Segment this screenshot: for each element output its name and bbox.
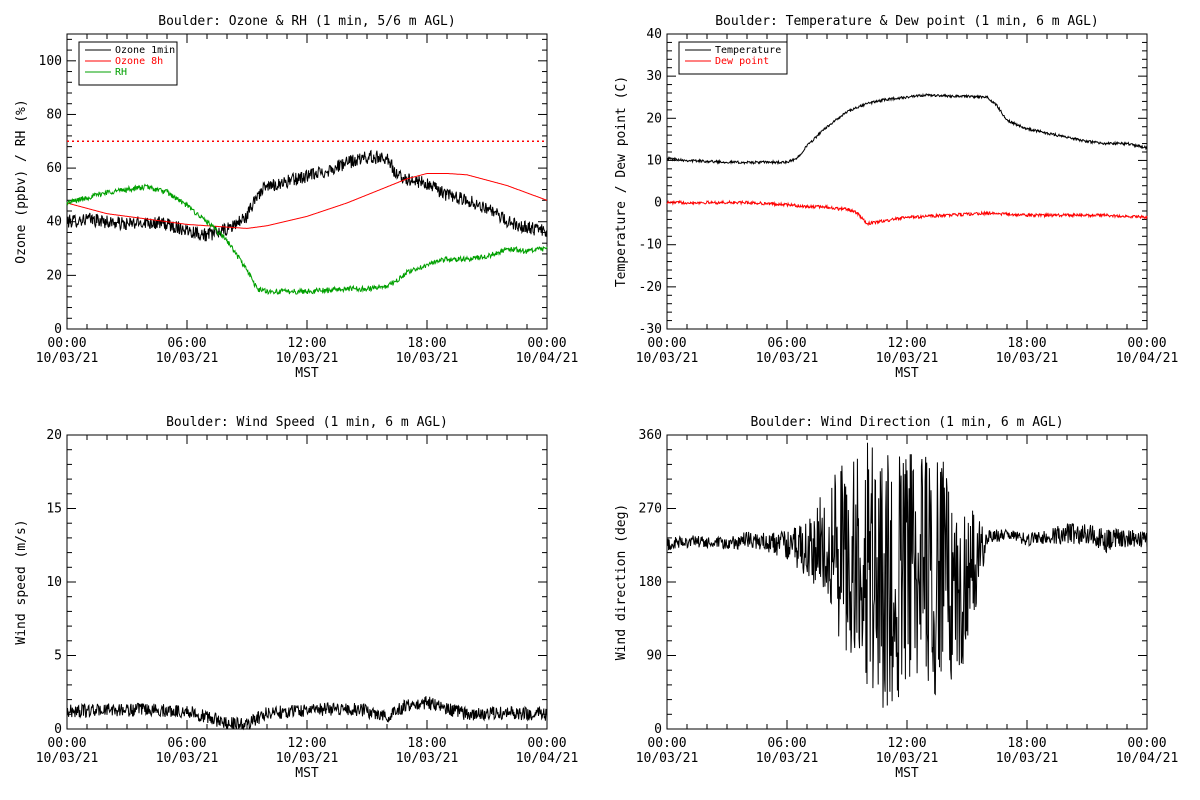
legend-entry: Ozone 8h xyxy=(115,56,163,67)
series-line-temperature xyxy=(667,92,1148,166)
x-tick-label-date: 10/04/21 xyxy=(516,751,579,766)
x-tick-label-time: 06:00 xyxy=(767,736,806,751)
y-tick-label: 80 xyxy=(46,107,62,122)
plot-frame xyxy=(66,434,548,730)
chart-title: Boulder: Temperature & Dew point (1 min,… xyxy=(715,14,1099,29)
x-tick-label-time: 12:00 xyxy=(887,736,926,751)
y-tick-label: 180 xyxy=(639,575,662,590)
y-tick-label: 20 xyxy=(646,111,662,126)
x-tick-label-time: 00:00 xyxy=(527,736,566,751)
chart-title: Boulder: Wind Direction (1 min, 6 m AGL) xyxy=(750,415,1063,430)
y-tick-label: 5 xyxy=(54,649,62,664)
series-line xyxy=(66,696,548,731)
series-line-dew-point xyxy=(666,199,1148,227)
x-tick-label-time: 00:00 xyxy=(1127,336,1166,351)
ozone-rh-chart: Boulder: Ozone & RH (1 min, 5/6 m AGL)00… xyxy=(14,14,578,381)
x-tick-label-date: 10/03/21 xyxy=(996,351,1059,366)
x-tick-label-date: 10/03/21 xyxy=(756,751,819,766)
x-tick-label-date: 10/04/21 xyxy=(1116,751,1179,766)
y-tick-label: -10 xyxy=(639,238,662,253)
y-tick-label: 100 xyxy=(39,54,62,69)
series-line-ozone-8h xyxy=(66,173,548,229)
x-tick-label-date: 10/03/21 xyxy=(876,351,939,366)
x-tick-label-time: 18:00 xyxy=(1007,736,1046,751)
y-tick-label: 90 xyxy=(646,649,662,664)
x-tick-label-time: 00:00 xyxy=(527,336,566,351)
wind-direction-chart: Boulder: Wind Direction (1 min, 6 m AGL)… xyxy=(614,415,1178,781)
x-axis-label: MST xyxy=(295,366,319,381)
x-tick-label-time: 06:00 xyxy=(167,336,206,351)
x-tick-label-time: 00:00 xyxy=(47,336,86,351)
x-axis-label: MST xyxy=(895,366,919,381)
y-tick-label: 0 xyxy=(54,322,62,337)
x-axis-label: MST xyxy=(895,766,919,781)
y-tick-label: 40 xyxy=(646,27,662,42)
x-tick-label-time: 18:00 xyxy=(1007,336,1046,351)
wind-speed-chart: Boulder: Wind Speed (1 min, 6 m AGL) 00:0… xyxy=(14,415,578,781)
y-axis-label: Temperature / Dew point (C) xyxy=(614,76,629,287)
x-tick-label-time: 00:00 xyxy=(47,736,86,751)
y-tick-label: 30 xyxy=(646,69,662,84)
x-tick-label-time: 06:00 xyxy=(767,336,806,351)
x-tick-label-date: 10/03/21 xyxy=(156,351,219,366)
y-tick-label: 20 xyxy=(46,428,62,443)
x-tick-label-date: 10/03/21 xyxy=(276,751,339,766)
x-tick-label-date: 10/03/21 xyxy=(396,751,459,766)
x-tick-label-date: 10/03/21 xyxy=(756,351,819,366)
x-tick-label-date: 10/04/21 xyxy=(516,351,579,366)
x-tick-label-time: 00:00 xyxy=(647,736,686,751)
x-tick-label-time: 12:00 xyxy=(887,336,926,351)
series-line xyxy=(666,442,1148,708)
y-tick-label: 10 xyxy=(46,575,62,590)
x-tick-label-date: 10/03/21 xyxy=(36,751,99,766)
x-tick-label-time: 06:00 xyxy=(167,736,206,751)
x-tick-label-time: 00:00 xyxy=(1127,736,1166,751)
x-tick-label-time: 12:00 xyxy=(287,736,326,751)
y-tick-label: -30 xyxy=(639,322,662,337)
y-tick-label: 10 xyxy=(646,153,662,168)
x-tick-label-date: 10/03/21 xyxy=(36,351,99,366)
y-tick-label: 40 xyxy=(46,215,62,230)
x-tick-label-time: 18:00 xyxy=(407,736,446,751)
y-axis-label: Wind direction (deg) xyxy=(614,504,629,661)
series-line-ozone-1min xyxy=(66,149,548,242)
legend-box xyxy=(678,41,788,75)
y-tick-label: 15 xyxy=(46,502,62,517)
y-tick-label: 0 xyxy=(54,722,62,737)
y-tick-label: 270 xyxy=(639,502,662,517)
plot-frame xyxy=(666,33,1148,330)
y-tick-label: 60 xyxy=(46,161,62,176)
x-tick-label-date: 10/04/21 xyxy=(1116,351,1179,366)
x-tick-label-date: 10/03/21 xyxy=(636,751,699,766)
y-axis-label: Wind speed (m/s) xyxy=(14,519,29,644)
x-tick-label-date: 10/03/21 xyxy=(396,351,459,366)
x-axis-label: MST xyxy=(295,766,319,781)
legend-entry: Ozone 1min xyxy=(115,45,175,56)
y-axis-label: Ozone (ppbv) / RH (%) xyxy=(14,99,29,263)
y-tick-label: 0 xyxy=(654,196,662,211)
x-tick-label-time: 12:00 xyxy=(287,336,326,351)
y-tick-label: 360 xyxy=(639,428,662,443)
x-tick-label-time: 00:00 xyxy=(647,336,686,351)
x-tick-label-date: 10/03/21 xyxy=(276,351,339,366)
x-tick-label-date: 10/03/21 xyxy=(996,751,1059,766)
legend-entry: Temperature xyxy=(715,45,781,56)
legend-entry: RH xyxy=(115,67,127,78)
y-tick-label: 20 xyxy=(46,268,62,283)
x-tick-label-date: 10/03/21 xyxy=(636,351,699,366)
chart-title: Boulder: Ozone & RH (1 min, 5/6 m AGL) xyxy=(158,14,455,29)
legend-box xyxy=(78,41,178,86)
x-tick-label-date: 10/03/21 xyxy=(156,751,219,766)
temperature-dewpoint-chart: Boulder: Temperature & Dew point (1 min,… xyxy=(614,14,1178,381)
y-tick-label: -20 xyxy=(639,280,662,295)
x-tick-label-date: 10/03/21 xyxy=(876,751,939,766)
legend-entry: Dew point xyxy=(715,56,769,67)
x-tick-label-time: 18:00 xyxy=(407,336,446,351)
series-line-rh xyxy=(66,183,548,296)
chart-title: Boulder: Wind Speed (1 min, 6 m AGL) xyxy=(166,415,448,430)
y-tick-label: 0 xyxy=(654,722,662,737)
